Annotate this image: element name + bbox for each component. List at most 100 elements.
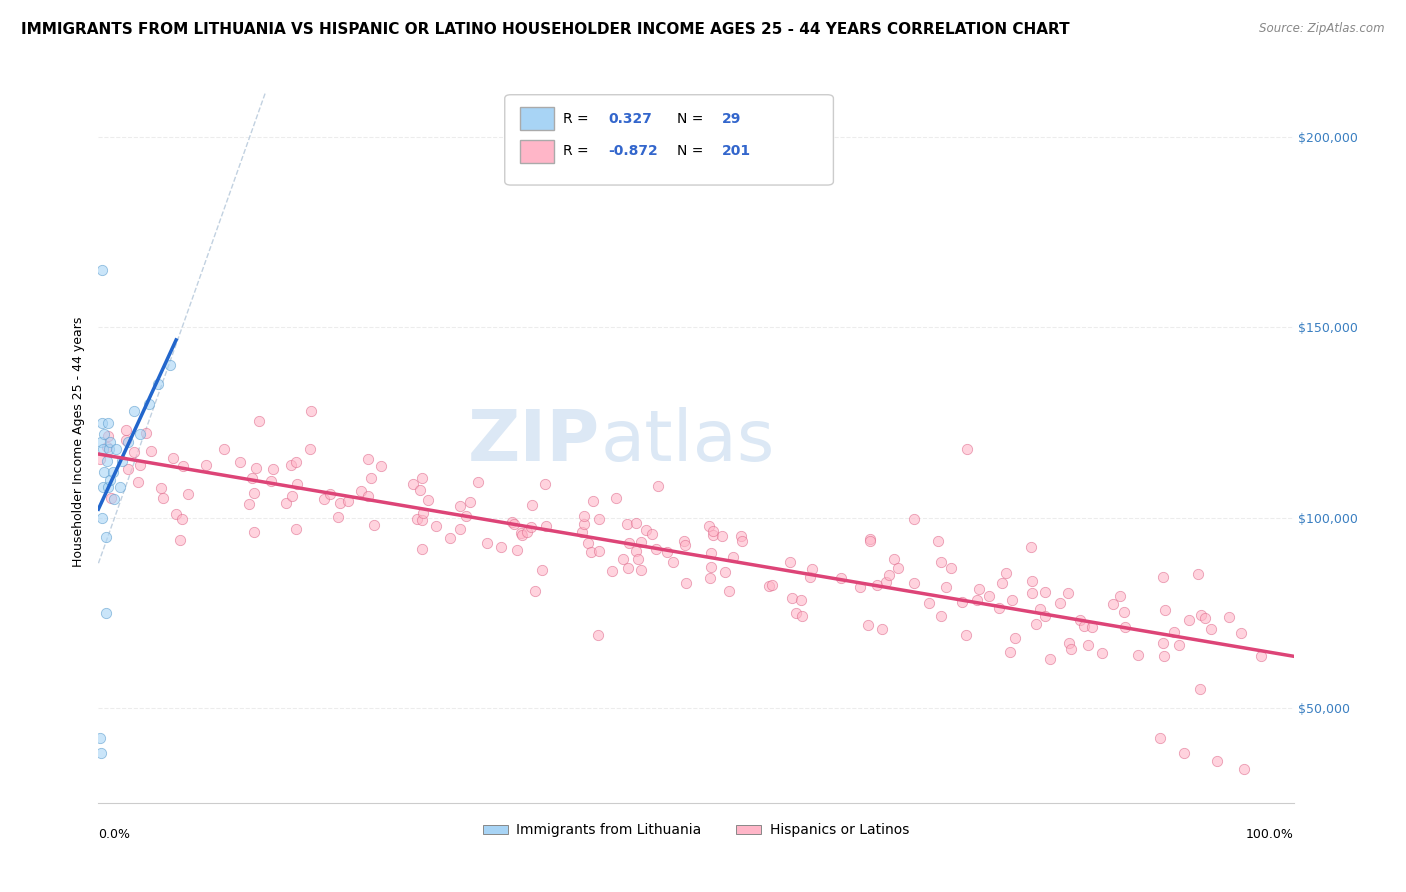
Point (731, 534, 754, 549)
Point (1025, 617, 1047, 632)
Point (1112, 605, 1135, 619)
Text: R =: R = (564, 145, 593, 158)
Point (799, 570, 821, 584)
Text: N =: N = (676, 112, 707, 126)
Point (516, 524, 538, 539)
Point (1073, 618, 1095, 632)
Point (1004, 631, 1026, 645)
Point (91, 442, 114, 457)
Point (1019, 540, 1042, 554)
Point (1060, 641, 1083, 656)
Point (1049, 596, 1071, 610)
Point (93, 426, 115, 441)
Point (627, 551, 650, 566)
Point (1191, 607, 1213, 622)
Point (987, 600, 1010, 615)
Point (530, 563, 553, 577)
Point (124, 404, 146, 418)
Point (630, 535, 652, 549)
Point (624, 516, 647, 531)
Point (1178, 613, 1201, 627)
Point (402, 477, 425, 491)
Point (299, 404, 322, 418)
Point (127, 475, 149, 489)
Point (849, 580, 872, 594)
Point (927, 534, 949, 549)
Point (1173, 747, 1195, 761)
Point (101, 465, 124, 479)
Point (489, 541, 512, 555)
Point (117, 434, 139, 449)
Point (1081, 619, 1104, 633)
Text: ZIP: ZIP (468, 407, 600, 476)
Point (1206, 754, 1229, 768)
Point (1168, 638, 1191, 652)
Point (159, 359, 181, 373)
Point (955, 628, 977, 642)
Point (152, 491, 174, 506)
Point (148, 377, 170, 392)
Point (675, 576, 697, 591)
Text: Source: ZipAtlas.com: Source: ZipAtlas.com (1260, 22, 1385, 36)
Point (522, 498, 544, 512)
Point (129, 458, 152, 473)
Point (439, 531, 461, 545)
Point (98, 434, 122, 449)
Point (285, 477, 308, 491)
Point (165, 508, 187, 522)
Point (138, 396, 160, 410)
Point (929, 555, 952, 569)
Point (941, 561, 963, 575)
Point (672, 533, 695, 548)
Point (858, 618, 880, 632)
Point (624, 544, 647, 558)
Point (1021, 586, 1043, 600)
Point (1114, 620, 1136, 634)
Point (588, 544, 610, 558)
Bar (520, 107, 554, 130)
Point (1033, 585, 1056, 599)
Point (357, 489, 380, 503)
Point (588, 512, 610, 526)
Point (405, 511, 427, 525)
Point (458, 495, 481, 509)
Point (1250, 649, 1272, 664)
Point (918, 596, 941, 610)
Point (172, 458, 194, 473)
Text: -0.872: -0.872 (609, 145, 658, 158)
Point (242, 486, 264, 500)
Point (100, 491, 122, 505)
Point (97, 416, 120, 430)
Point (93, 465, 115, 479)
Point (247, 414, 270, 428)
Point (263, 462, 285, 476)
Point (523, 583, 546, 598)
Point (1163, 625, 1185, 640)
Point (630, 562, 652, 576)
Point (411, 471, 433, 485)
Point (114, 433, 136, 447)
Point (139, 444, 162, 458)
Point (319, 487, 342, 501)
Point (149, 481, 172, 495)
Point (574, 509, 596, 524)
Point (510, 528, 533, 542)
Point (90, 747, 112, 761)
Point (1194, 611, 1216, 625)
Point (859, 533, 882, 548)
Point (170, 512, 193, 526)
Point (859, 532, 882, 546)
Point (586, 628, 609, 642)
Point (714, 566, 737, 580)
Point (605, 491, 627, 505)
Point (89, 451, 111, 466)
Point (782, 591, 804, 606)
Point (129, 426, 152, 441)
Text: 100.0%: 100.0% (1246, 828, 1294, 841)
Point (135, 426, 157, 441)
Point (91, 416, 114, 430)
Point (883, 551, 905, 566)
Point (108, 480, 131, 494)
Point (785, 606, 807, 620)
Point (582, 493, 605, 508)
